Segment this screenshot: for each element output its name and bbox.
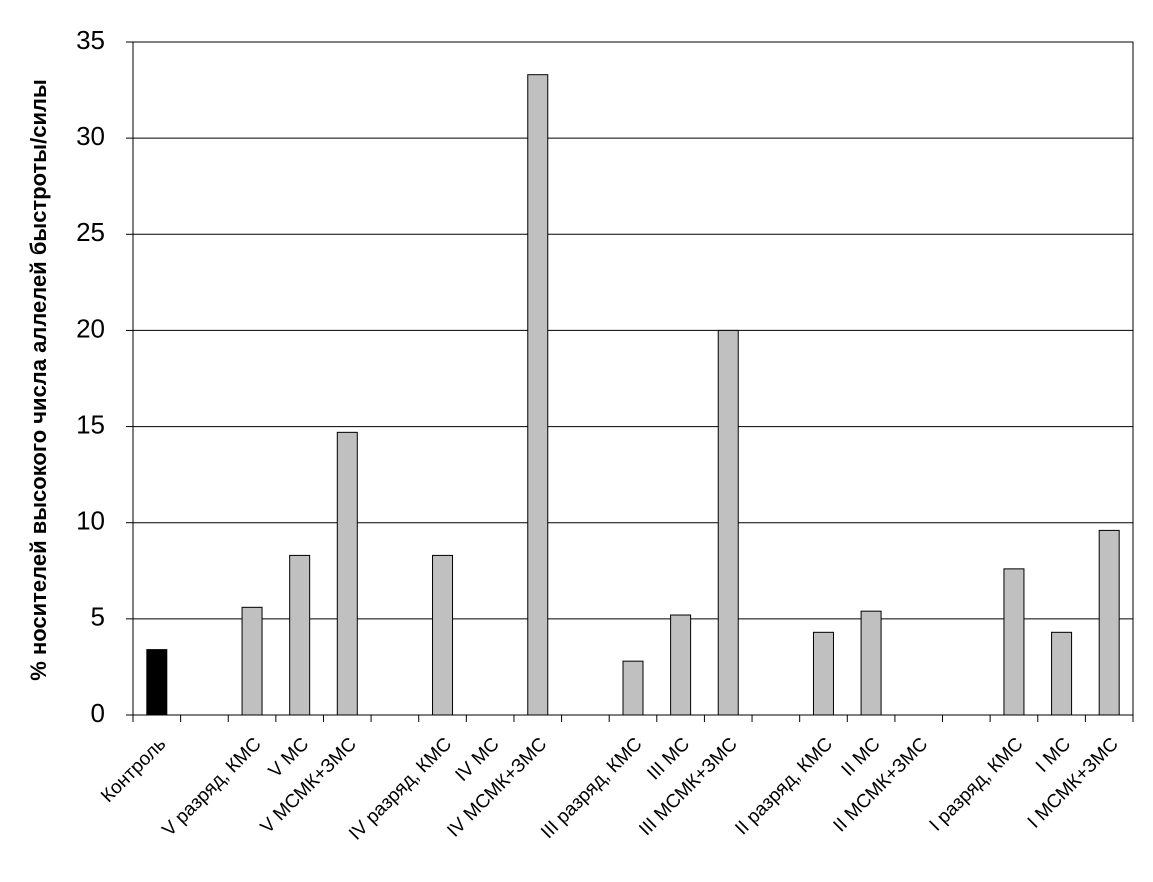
bar: [622, 660, 644, 716]
bar: [527, 74, 549, 716]
bar: [670, 614, 692, 716]
bar: [432, 554, 454, 716]
plot-frame: [132, 41, 1134, 716]
bar: [289, 554, 311, 716]
x-tick-label: V разряд, КМС: [158, 734, 265, 841]
bar: [241, 606, 263, 716]
y-tick-label: 35: [76, 25, 105, 55]
x-tick-label: I МС: [1032, 734, 1075, 777]
bar: [860, 610, 882, 716]
y-tick-label: 30: [76, 121, 105, 151]
bar: [1003, 568, 1025, 716]
y-tick-label: 15: [76, 409, 105, 439]
y-tick-label: 25: [76, 217, 105, 247]
y-tick-label: 20: [76, 313, 105, 343]
bar: [812, 631, 834, 716]
bar: [717, 329, 739, 716]
x-tick-label: III разряд, КМС: [537, 734, 646, 843]
y-tick-label: 0: [91, 698, 105, 728]
bar: [336, 431, 358, 716]
bar: [146, 649, 168, 716]
x-tick-label: I разряд, КМС: [926, 734, 1028, 836]
y-axis-label: % носителей высокого числа аллелей быстр…: [26, 79, 51, 680]
x-tick-label: Контроль: [97, 734, 170, 807]
x-tick-label: IV разряд, КМС: [345, 734, 456, 845]
x-tick-label: II разряд, КМС: [731, 734, 837, 840]
y-tick-label: 10: [76, 506, 105, 536]
bar: [1098, 529, 1120, 716]
y-tick-label: 5: [91, 602, 105, 632]
bar: [1051, 631, 1073, 716]
